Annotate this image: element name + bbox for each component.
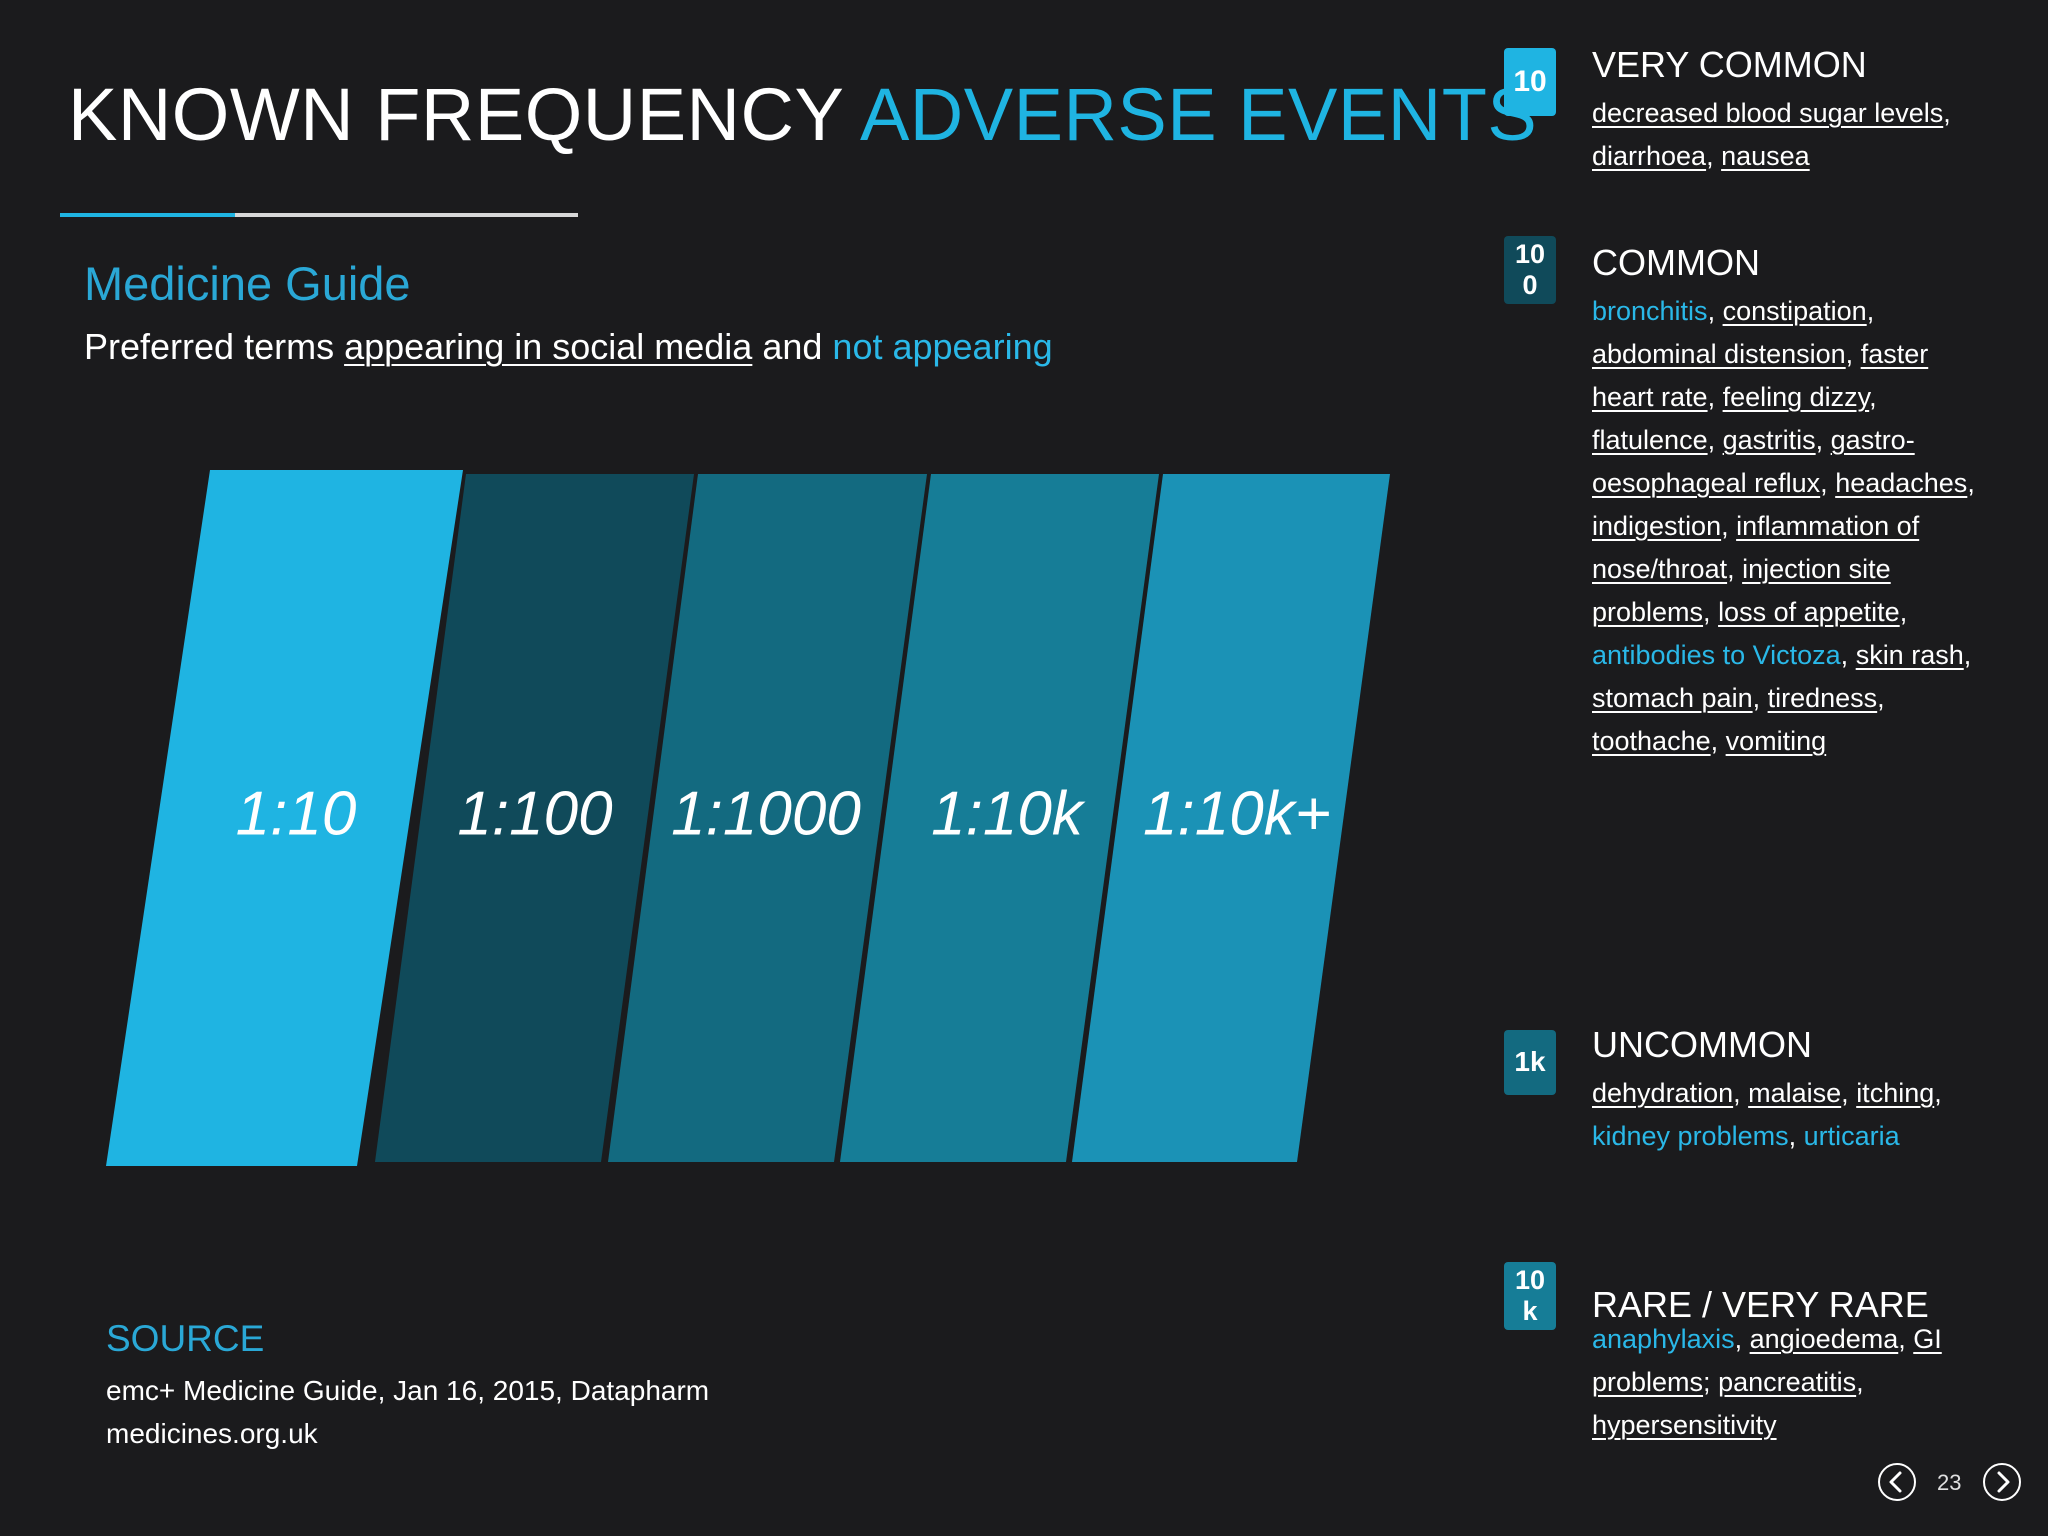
adverse-event-term: bronchitis bbox=[1592, 296, 1708, 326]
legend-not-appearing: not appearing bbox=[832, 326, 1053, 367]
frequency-band-label: 1:1000 bbox=[671, 779, 861, 848]
adverse-event-term: itching bbox=[1856, 1078, 1935, 1108]
adverse-event-term: anaphylaxis bbox=[1592, 1324, 1735, 1354]
source-heading: SOURCE bbox=[106, 1318, 265, 1359]
frequency-badge-text: 1k bbox=[1514, 1046, 1546, 1078]
title-part1: KNOWN FREQUENCY bbox=[68, 73, 843, 156]
frequency-badge-text: 10 bbox=[1514, 238, 1546, 269]
frequency-band bbox=[840, 474, 1159, 1162]
adverse-event-term: inflammation of nose/throat bbox=[1592, 511, 1920, 584]
adverse-event-term: stomach pain bbox=[1592, 683, 1753, 713]
adverse-event-term: flatulence bbox=[1592, 425, 1708, 455]
frequency-badge: 1k bbox=[1504, 1030, 1556, 1095]
adverse-event-terms: anaphylaxis, angioedema, GI problems; pa… bbox=[1592, 1324, 1942, 1440]
adverse-event-terms: bronchitis, constipation, abdominal dist… bbox=[1592, 296, 1975, 756]
adverse-event-term: feeling dizzy bbox=[1722, 382, 1870, 412]
adverse-event-term: gastro-oesophageal reflux bbox=[1592, 425, 1915, 498]
adverse-event-term: pancreatitis bbox=[1718, 1367, 1857, 1397]
adverse-event-term: nausea bbox=[1721, 141, 1810, 171]
frequency-band bbox=[608, 474, 927, 1162]
source-line-2: medicines.org.uk bbox=[106, 1418, 318, 1449]
frequency-badge-text: 10 bbox=[1513, 64, 1547, 98]
previous-slide-icon[interactable] bbox=[1877, 1462, 1917, 1502]
next-slide-icon[interactable] bbox=[1982, 1462, 2022, 1502]
frequency-band bbox=[106, 470, 463, 1166]
frequency-badge: 10 0 bbox=[1504, 236, 1556, 304]
adverse-event-term: malaise bbox=[1748, 1078, 1842, 1108]
frequency-badge: 10 k bbox=[1504, 1262, 1556, 1330]
adverse-event-terms: decreased blood sugar levels, diarrhoea,… bbox=[1592, 98, 1951, 171]
adverse-event-term: decreased blood sugar levels bbox=[1592, 98, 1944, 128]
frequency-band bbox=[375, 474, 694, 1162]
adverse-event-term: toothache bbox=[1592, 726, 1711, 756]
frequency-badge: 10 bbox=[1504, 48, 1556, 116]
source-line-1: emc+ Medicine Guide, Jan 16, 2015, Datap… bbox=[106, 1375, 710, 1406]
adverse-event-term: abdominal distension bbox=[1592, 339, 1846, 369]
adverse-event-term: hypersensitivity bbox=[1592, 1410, 1777, 1440]
frequency-band-label: 1:10k+ bbox=[1143, 779, 1331, 848]
frequency-band-label: 1:10k bbox=[931, 779, 1086, 848]
category-title: UNCOMMON bbox=[1592, 1024, 1812, 1065]
legend-appearing: appearing in social media bbox=[344, 326, 753, 367]
adverse-event-term: constipation bbox=[1722, 296, 1867, 326]
adverse-event-term: loss of appetite bbox=[1718, 597, 1900, 627]
adverse-event-term: indigestion bbox=[1592, 511, 1722, 541]
slide-title: KNOWN FREQUENCY ADVERSE EVENTS bbox=[68, 72, 1537, 157]
adverse-event-term: skin rash bbox=[1855, 640, 1964, 670]
frequency-band-label: 1:10 bbox=[236, 779, 357, 848]
category-title: RARE / VERY RARE bbox=[1592, 1284, 1929, 1325]
adverse-event-term: tiredness bbox=[1767, 683, 1878, 713]
category-title: COMMON bbox=[1592, 242, 1760, 283]
frequency-badge-text: k bbox=[1522, 1296, 1538, 1326]
frequency-badge-text: 10 bbox=[1514, 1264, 1546, 1295]
title-part2: ADVERSE EVENTS bbox=[859, 73, 1538, 156]
adverse-event-term: dehydration bbox=[1592, 1078, 1734, 1108]
adverse-event-term: kidney problems bbox=[1592, 1121, 1789, 1151]
adverse-event-terms: dehydration, malaise, itching, kidney pr… bbox=[1592, 1078, 1942, 1151]
legend-mid: and bbox=[752, 326, 833, 367]
adverse-event-term: GI problems bbox=[1592, 1324, 1942, 1397]
legend-pre: Preferred terms bbox=[84, 326, 345, 367]
adverse-event-term: antibodies to Victoza bbox=[1592, 640, 1841, 670]
frequency-band-label: 1:100 bbox=[457, 779, 612, 848]
adverse-event-term: diarrhoea bbox=[1592, 141, 1707, 171]
legend-line: Preferred terms appearing in social medi… bbox=[84, 326, 1053, 368]
adverse-event-term: urticaria bbox=[1803, 1121, 1900, 1151]
adverse-event-term: injection site problems bbox=[1592, 554, 1891, 627]
category-title: VERY COMMON bbox=[1592, 44, 1867, 85]
adverse-event-term: angioedema bbox=[1749, 1324, 1899, 1354]
adverse-event-term: gastritis bbox=[1722, 425, 1816, 455]
frequency-badge-text: 0 bbox=[1522, 270, 1538, 300]
title-underline-accent bbox=[60, 213, 235, 217]
title-underline bbox=[235, 213, 578, 217]
adverse-event-term: faster heart rate bbox=[1592, 339, 1929, 412]
frequency-band bbox=[1072, 474, 1390, 1162]
page-number: 23 bbox=[1937, 1470, 1962, 1495]
adverse-event-term: vomiting bbox=[1725, 726, 1827, 756]
subtitle: Medicine Guide bbox=[84, 257, 411, 310]
adverse-event-term: headaches bbox=[1835, 468, 1968, 498]
